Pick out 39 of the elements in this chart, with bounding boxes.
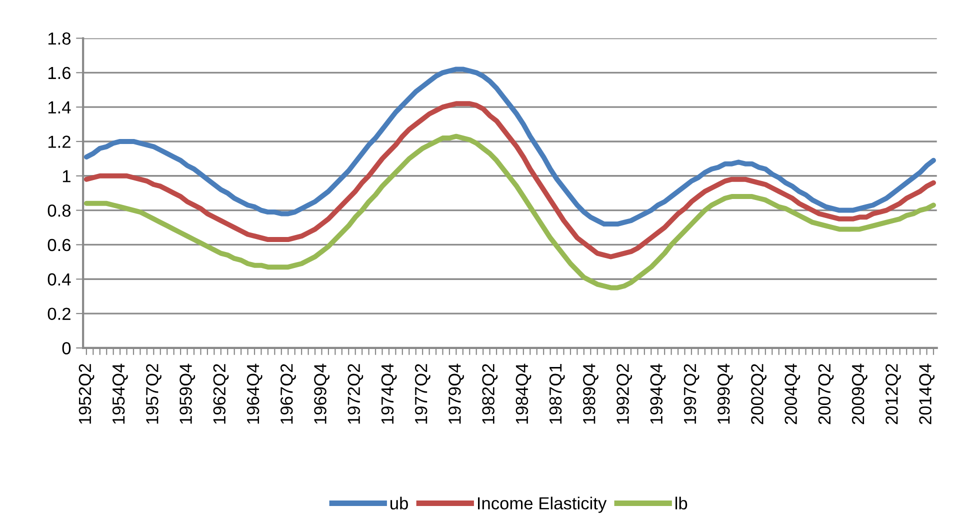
x-tick-label: 1959Q4: [180, 364, 196, 424]
x-tick-label: 2014Q4: [919, 364, 935, 424]
x-tick-label: 1987Q1: [549, 364, 565, 424]
y-tick-label: 0: [62, 342, 71, 354]
x-tick-label: 1972Q2: [348, 364, 364, 424]
x-tick-label: 2002Q2: [751, 364, 766, 424]
x-tick-label: 1952Q2: [78, 364, 94, 424]
x-tick-label: 1954Q4: [112, 364, 128, 424]
y-tick-label: 0.4: [48, 273, 71, 286]
y-tick-label: 0.2: [48, 308, 70, 320]
y-tick-label: 1: [62, 170, 70, 182]
x-tick-label: 2007Q2: [818, 364, 834, 424]
y-tick-label: 1.2: [48, 136, 70, 148]
x-tick-label: 2009Q4: [852, 364, 868, 424]
x-tick-label: 1962Q2: [213, 364, 229, 424]
x-tick-label: 1982Q2: [482, 364, 498, 424]
y-tick-label: 1.4: [48, 101, 71, 114]
x-tick-label: 1989Q4: [583, 364, 598, 424]
x-tick-label: 1984Q4: [516, 364, 532, 424]
y-tick-label: 1.8: [48, 32, 71, 45]
x-tick-label: 1964Q4: [246, 364, 262, 424]
x-tick-label: 1994Q4: [650, 364, 666, 424]
legend-label: ub: [390, 496, 408, 510]
x-tick-label: 1992Q2: [616, 364, 632, 424]
legend-label: Income Elasticity: [478, 496, 607, 513]
y-tick-label: 0.8: [48, 204, 71, 217]
y-tick-label: 1.6: [48, 66, 71, 80]
x-tick-label: 1979Q4: [448, 364, 464, 424]
x-tick-label: 1974Q4: [381, 364, 397, 424]
x-tick-label: 1967Q2: [280, 364, 296, 424]
x-tick-label: 1977Q2: [414, 364, 430, 424]
legend-label: lb: [676, 496, 688, 510]
x-tick-label: 2012Q2: [886, 364, 901, 424]
x-tick-label: 1997Q2: [684, 364, 700, 424]
x-tick-label: 1957Q2: [146, 364, 162, 424]
x-tick-label: 2004Q4: [784, 364, 800, 424]
x-tick-label: 1969Q4: [314, 364, 330, 424]
y-tick-label: 0.6: [48, 238, 71, 252]
x-tick-label: 1999Q4: [717, 364, 733, 424]
